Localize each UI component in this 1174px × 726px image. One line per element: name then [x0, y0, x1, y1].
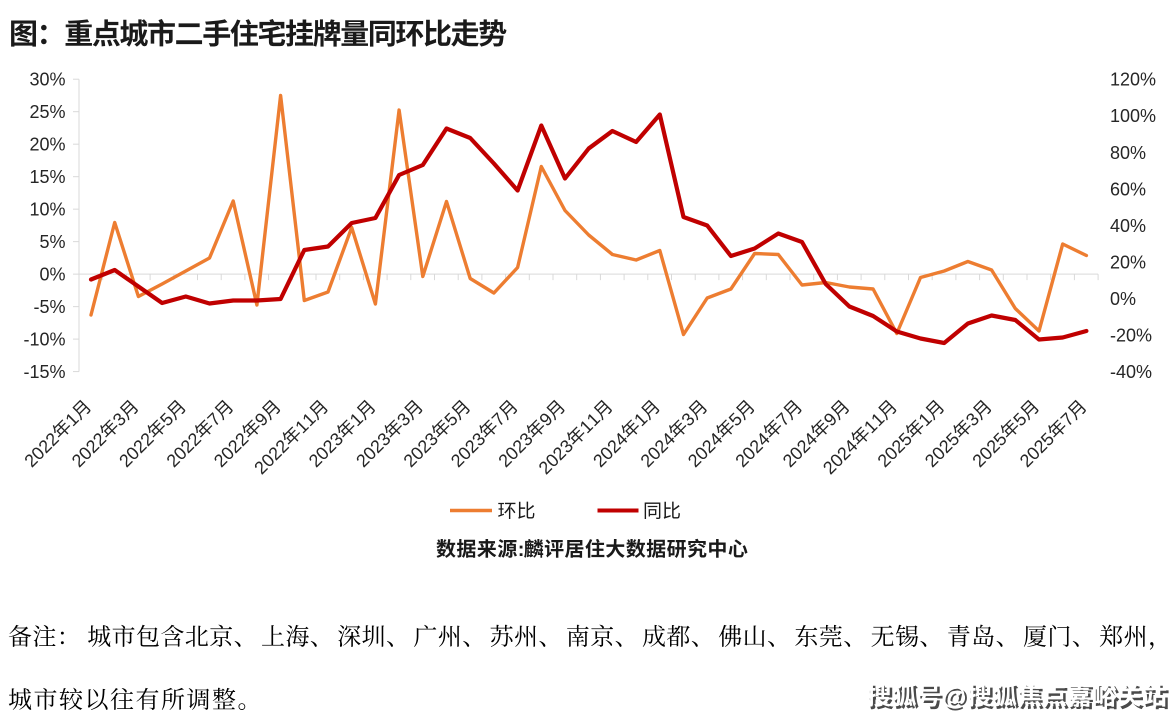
svg-text:15%: 15%	[29, 167, 65, 187]
svg-text:@: @	[944, 685, 968, 713]
svg-text:0%: 0%	[39, 265, 65, 285]
svg-text:20%: 20%	[1110, 253, 1146, 273]
svg-text:-10%: -10%	[23, 330, 65, 350]
svg-text:-20%: -20%	[1110, 326, 1152, 346]
svg-text:-15%: -15%	[23, 362, 65, 382]
svg-text::: :	[518, 539, 525, 561]
svg-text:5%: 5%	[39, 232, 65, 252]
svg-text:30%: 30%	[29, 70, 65, 90]
svg-text:@: @	[942, 683, 966, 711]
svg-text:-40%: -40%	[1110, 362, 1152, 382]
svg-text:25%: 25%	[29, 102, 65, 122]
svg-text:20%: 20%	[29, 135, 65, 155]
svg-text:80%: 80%	[1110, 143, 1146, 163]
svg-text:40%: 40%	[1110, 216, 1146, 236]
svg-text:100%: 100%	[1110, 106, 1156, 126]
svg-text:10%: 10%	[29, 200, 65, 220]
svg-text:-5%: -5%	[33, 297, 65, 317]
svg-text:60%: 60%	[1110, 179, 1146, 199]
svg-text:0%: 0%	[1110, 289, 1136, 309]
svg-text:120%: 120%	[1110, 70, 1156, 90]
